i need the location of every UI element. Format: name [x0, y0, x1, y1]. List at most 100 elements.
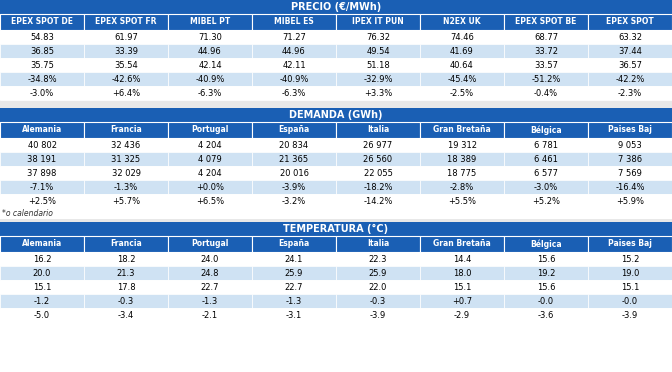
- Text: -42.2%: -42.2%: [616, 74, 644, 83]
- Bar: [252, 152, 336, 166]
- Text: 24.1: 24.1: [285, 254, 303, 263]
- Text: 15.2: 15.2: [621, 254, 639, 263]
- Text: 15.6: 15.6: [537, 254, 555, 263]
- Bar: [336, 86, 420, 100]
- Bar: [420, 180, 504, 194]
- Bar: [420, 122, 504, 138]
- Bar: [504, 294, 588, 308]
- Text: 18.0: 18.0: [453, 269, 471, 278]
- Bar: [0, 122, 84, 138]
- Text: 41.69: 41.69: [450, 46, 474, 55]
- Bar: [252, 308, 336, 322]
- Bar: [252, 86, 336, 100]
- Text: -2.3%: -2.3%: [618, 89, 642, 97]
- Text: España: España: [278, 125, 310, 135]
- Text: -3.9: -3.9: [370, 311, 386, 320]
- Bar: [420, 14, 504, 30]
- Text: 37 898: 37 898: [28, 169, 56, 177]
- Bar: [336, 194, 420, 208]
- Bar: [420, 194, 504, 208]
- Text: 4 204: 4 204: [198, 169, 222, 177]
- Text: -2.1: -2.1: [202, 311, 218, 320]
- Text: Portugal: Portugal: [192, 125, 228, 135]
- Bar: [336, 14, 420, 30]
- Text: 33.39: 33.39: [114, 46, 138, 55]
- Text: Portugal: Portugal: [192, 240, 228, 248]
- Bar: [588, 194, 672, 208]
- Text: 25.9: 25.9: [285, 269, 303, 278]
- Text: 42.11: 42.11: [282, 61, 306, 70]
- Text: Francia: Francia: [110, 125, 142, 135]
- Bar: [336, 180, 420, 194]
- Text: Gran Bretaña: Gran Bretaña: [433, 125, 491, 135]
- Text: Alemania: Alemania: [22, 125, 62, 135]
- Text: 71.30: 71.30: [198, 32, 222, 42]
- Text: 15.6: 15.6: [537, 282, 555, 292]
- Bar: [84, 294, 168, 308]
- Text: 42.14: 42.14: [198, 61, 222, 70]
- Bar: [588, 30, 672, 44]
- Text: EPEX SPOT FR: EPEX SPOT FR: [95, 17, 157, 26]
- Text: 32 436: 32 436: [112, 141, 140, 150]
- Text: 31 325: 31 325: [112, 154, 140, 164]
- Bar: [504, 252, 588, 266]
- Text: 6 461: 6 461: [534, 154, 558, 164]
- Bar: [84, 180, 168, 194]
- Bar: [336, 30, 420, 44]
- Bar: [168, 152, 252, 166]
- Bar: [420, 44, 504, 58]
- Bar: [420, 138, 504, 152]
- Text: 20 834: 20 834: [280, 141, 308, 150]
- Bar: [252, 166, 336, 180]
- Text: Italia: Italia: [367, 125, 389, 135]
- Bar: [504, 236, 588, 252]
- Text: 33.72: 33.72: [534, 46, 558, 55]
- Bar: [504, 266, 588, 280]
- Text: -3.0%: -3.0%: [534, 183, 558, 192]
- Bar: [252, 280, 336, 294]
- Bar: [252, 294, 336, 308]
- Bar: [504, 180, 588, 194]
- Text: EPEX SPOT DE: EPEX SPOT DE: [11, 17, 73, 26]
- Bar: [420, 58, 504, 72]
- Bar: [588, 58, 672, 72]
- Text: -32.9%: -32.9%: [364, 74, 392, 83]
- Bar: [336, 266, 420, 280]
- Bar: [0, 219, 672, 222]
- Bar: [252, 252, 336, 266]
- Text: -1.3%: -1.3%: [114, 183, 138, 192]
- Bar: [0, 58, 84, 72]
- Bar: [168, 294, 252, 308]
- Text: -0.3: -0.3: [370, 296, 386, 305]
- Text: +0.0%: +0.0%: [196, 183, 224, 192]
- Bar: [420, 266, 504, 280]
- Text: 25.9: 25.9: [369, 269, 387, 278]
- Bar: [252, 72, 336, 86]
- Text: -34.8%: -34.8%: [27, 74, 57, 83]
- Text: -2.5%: -2.5%: [450, 89, 474, 97]
- Bar: [588, 122, 672, 138]
- Bar: [252, 58, 336, 72]
- Text: -16.4%: -16.4%: [616, 183, 644, 192]
- Bar: [336, 308, 420, 322]
- Bar: [84, 166, 168, 180]
- Text: 15.1: 15.1: [33, 282, 51, 292]
- Text: 61.97: 61.97: [114, 32, 138, 42]
- Text: -40.9%: -40.9%: [196, 74, 224, 83]
- Bar: [420, 308, 504, 322]
- Bar: [504, 308, 588, 322]
- Text: 24.8: 24.8: [201, 269, 219, 278]
- Bar: [420, 294, 504, 308]
- Text: 4 204: 4 204: [198, 141, 222, 150]
- Text: 22 055: 22 055: [364, 169, 392, 177]
- Text: DEMANDA (GWh): DEMANDA (GWh): [289, 110, 383, 120]
- Bar: [588, 236, 672, 252]
- Text: 26 560: 26 560: [364, 154, 392, 164]
- Bar: [84, 236, 168, 252]
- Bar: [168, 280, 252, 294]
- Bar: [0, 222, 672, 236]
- Bar: [168, 14, 252, 30]
- Bar: [420, 280, 504, 294]
- Bar: [336, 138, 420, 152]
- Text: 22.0: 22.0: [369, 282, 387, 292]
